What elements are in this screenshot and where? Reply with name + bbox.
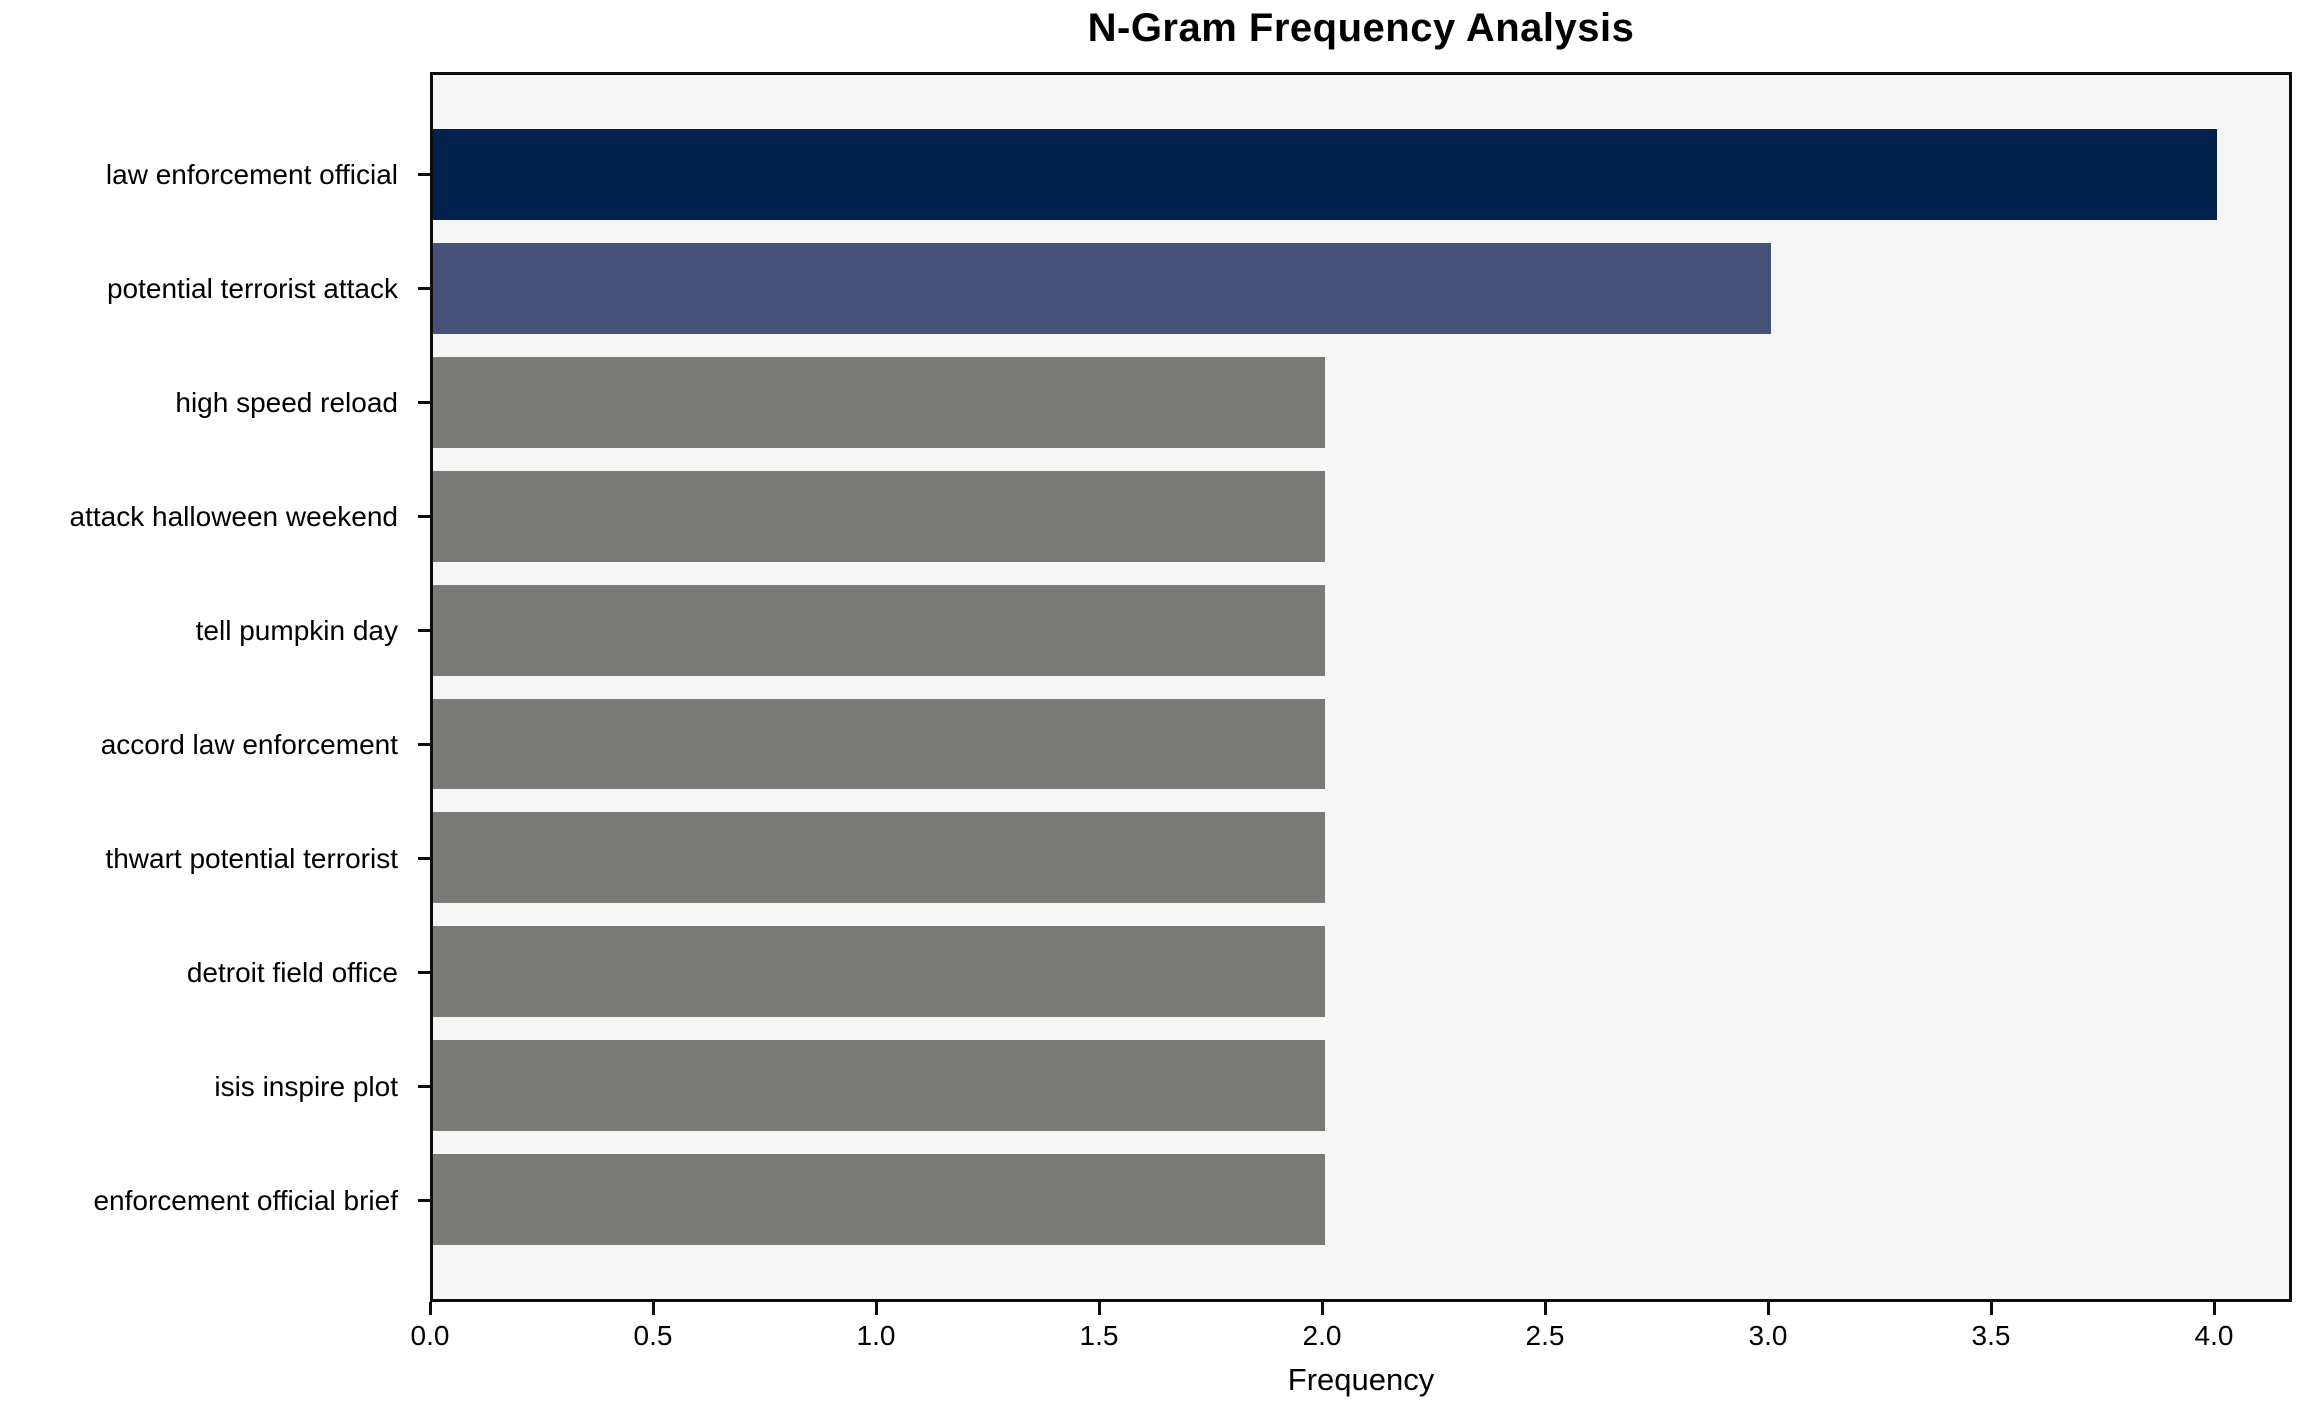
y-tick-mark	[418, 173, 430, 176]
bar	[433, 698, 1325, 790]
x-tick-label: 0.5	[633, 1320, 673, 1351]
bars-container	[433, 75, 2289, 1299]
x-tick-mark	[1543, 1302, 1547, 1315]
plot-area	[430, 72, 2292, 1302]
y-tick-mark	[418, 971, 430, 974]
bar-row	[433, 584, 2289, 676]
bar	[433, 242, 1771, 334]
y-tick-label: detroit field office	[186, 956, 398, 988]
bar	[433, 356, 1325, 448]
bar-row	[433, 1154, 2289, 1246]
x-axis-label: Frequency	[1287, 1362, 1435, 1397]
bar-row	[433, 356, 2289, 448]
bar	[433, 129, 2217, 220]
bar	[433, 1154, 1325, 1246]
x-tick-mark	[874, 1302, 878, 1315]
y-tick-mark	[418, 401, 430, 404]
x-tick-label: 0.0	[410, 1320, 450, 1351]
y-tick-mark	[418, 629, 430, 632]
x-tick-label: 1.0	[856, 1320, 896, 1351]
y-tick-mark	[418, 287, 430, 290]
y-tick-label: tell pumpkin day	[195, 614, 398, 646]
chart-title: N-Gram Frequency Analysis	[1087, 6, 1635, 50]
y-tick-label: isis inspire plot	[214, 1070, 398, 1102]
x-tick-label: 3.0	[1748, 1320, 1788, 1351]
bar	[433, 812, 1325, 904]
x-tick-mark	[1989, 1302, 1993, 1315]
bar-row	[433, 242, 2289, 334]
x-tick-label: 2.5	[1525, 1320, 1565, 1351]
y-tick-mark	[418, 515, 430, 518]
x-tick-label: 3.5	[1971, 1320, 2011, 1351]
bar	[433, 1040, 1325, 1132]
x-tick-mark	[1320, 1302, 1324, 1315]
y-axis-labels: law enforcement official potential terror…	[0, 72, 412, 1302]
y-tick-mark	[418, 1199, 430, 1202]
y-tick-label: thwart potential terrorist	[105, 842, 398, 874]
bar	[433, 470, 1325, 562]
y-tick-label: high speed reload	[175, 386, 398, 418]
bar-row	[433, 698, 2289, 790]
x-tick-mark	[651, 1302, 655, 1315]
bar-row	[433, 1040, 2289, 1132]
x-tick-mark	[428, 1302, 432, 1315]
y-tick-mark	[418, 857, 430, 860]
x-tick-mark	[2212, 1302, 2216, 1315]
bar	[433, 584, 1325, 676]
x-tick-mark	[1766, 1302, 1770, 1315]
bar-row	[433, 926, 2289, 1018]
y-tick-label: enforcement official brief	[93, 1184, 398, 1216]
y-tick-label: law enforcement official	[105, 158, 398, 190]
y-tick-mark	[418, 743, 430, 746]
bar-row	[433, 470, 2289, 562]
bar-row	[433, 129, 2289, 220]
x-tick-label: 1.5	[1079, 1320, 1119, 1351]
y-tick-label: attack halloween weekend	[69, 500, 398, 532]
x-tick-mark	[1097, 1302, 1101, 1315]
y-tick-mark	[418, 1085, 430, 1088]
bar-row	[433, 812, 2289, 904]
bar	[433, 926, 1325, 1018]
y-tick-label: potential terrorist attack	[106, 272, 398, 304]
x-tick-label: 4.0	[2194, 1320, 2234, 1351]
y-tick-label: accord law enforcement	[100, 728, 398, 760]
x-tick-label: 2.0	[1302, 1320, 1342, 1351]
